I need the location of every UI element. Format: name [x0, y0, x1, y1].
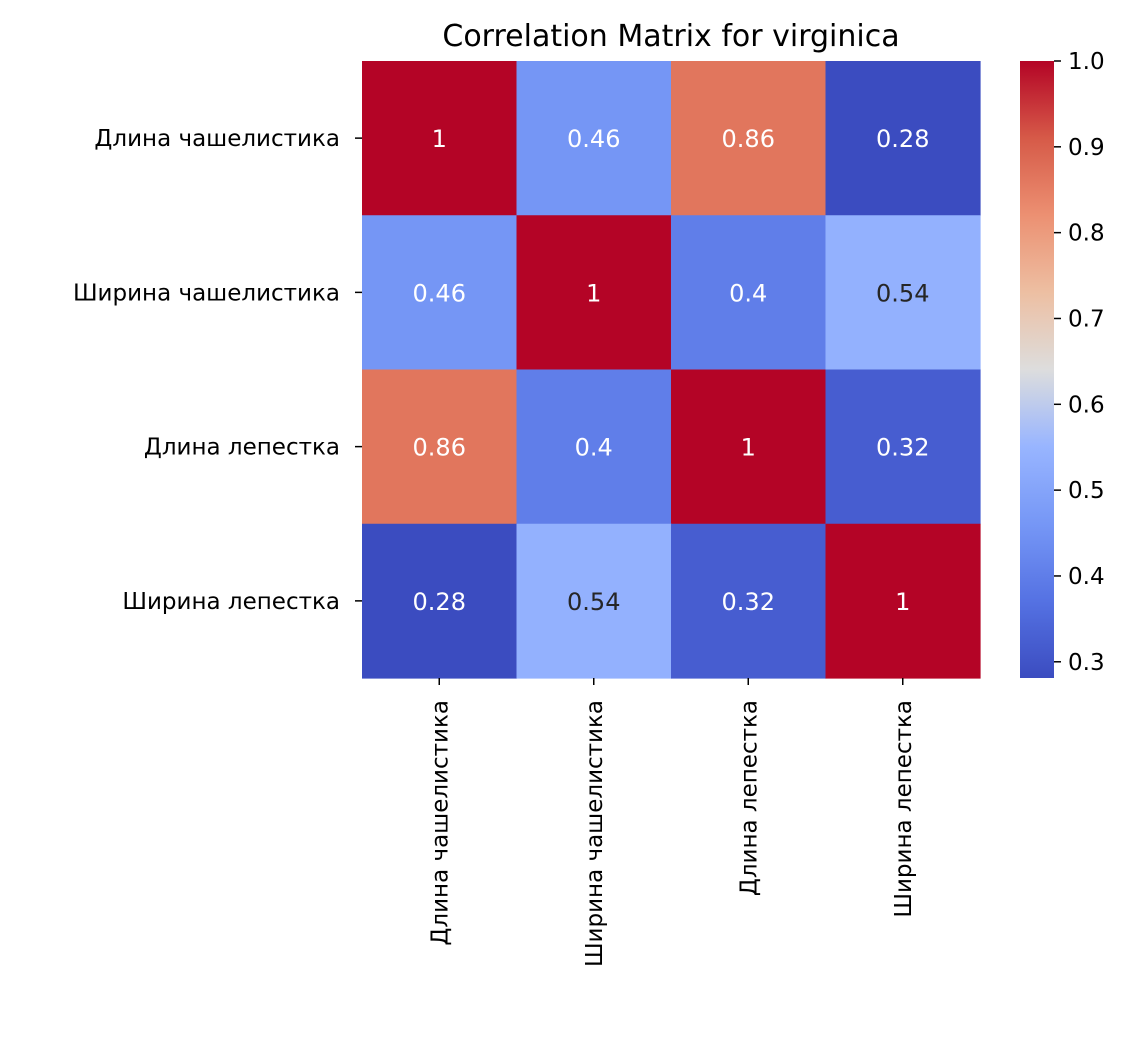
x-tick-label: Ширина лепестка — [891, 700, 917, 918]
cell-annotation: 0.4 — [729, 279, 767, 307]
colorbar-gradient — [1020, 61, 1054, 678]
heatmap-cell-r2-c2 — [671, 369, 827, 525]
colorbar-tick-label: 0.4 — [1068, 564, 1105, 590]
cell-annotation: 1 — [432, 125, 447, 153]
y-tick-label: Ширина чашелистика — [73, 280, 340, 306]
cell-annotation: 1 — [741, 434, 756, 462]
cell-annotation: 1 — [895, 588, 910, 616]
heatmap-cell-r2-c1 — [516, 369, 672, 525]
heatmap-cell-r2-c0 — [362, 369, 518, 525]
heatmap-cell-r3-c3 — [825, 523, 981, 679]
cell-annotation: 0.46 — [567, 125, 620, 153]
cell-annotation: 0.28 — [413, 588, 466, 616]
cell-annotations: 1 0.46 0.86 0.28 0.46 1 0.4 0.54 0.86 0.4 1 0.32 0.2… — [413, 125, 930, 616]
x-tick-label: Длина чашелистика — [427, 700, 453, 946]
heatmap-cell-r1-c3 — [825, 215, 981, 371]
heatmap-cell-r3-c0 — [362, 523, 518, 679]
x-axis: Длина чашелистика Ширина чашелистика Длина… — [427, 678, 917, 967]
y-tick-label: Ширина лепестка — [122, 589, 340, 615]
x-tick-label: Длина лепестка — [736, 700, 762, 896]
heatmap-cell-r0-c3 — [825, 61, 981, 216]
cell-annotation: 1 — [586, 279, 601, 307]
cell-annotation: 0.54 — [876, 279, 929, 307]
cell-annotation: 0.32 — [722, 588, 775, 616]
y-axis: Длина чашелистика Ширина чашелистика Длина… — [73, 126, 362, 615]
cell-annotation: 0.54 — [567, 588, 620, 616]
heatmap-cell-r1-c2 — [671, 215, 827, 371]
colorbar-tick-label: 0.7 — [1068, 306, 1105, 332]
colorbar-tick-label: 0.8 — [1068, 221, 1105, 247]
cell-annotation: 0.28 — [876, 125, 929, 153]
colorbar-tick-label: 0.3 — [1068, 650, 1105, 676]
cell-annotation: 0.4 — [575, 434, 613, 462]
cell-annotation: 0.86 — [413, 434, 466, 462]
colorbar-tick-label: 0.6 — [1068, 392, 1105, 418]
heatmap-cell-r0-c1 — [516, 61, 672, 216]
x-tick-label: Ширина чашелистика — [582, 700, 608, 967]
heatmap-cell-r3-c1 — [516, 523, 672, 679]
chart-title: Correlation Matrix for virginica — [442, 19, 899, 54]
heatmap-cell-r2-c3 — [825, 369, 981, 525]
heatmap-cell-r1-c0 — [362, 215, 518, 371]
cell-annotation: 0.86 — [722, 125, 775, 153]
cell-annotation: 0.46 — [413, 279, 466, 307]
colorbar-tick-label: 0.5 — [1068, 478, 1105, 504]
y-tick-label: Длина лепестка — [144, 435, 340, 461]
colorbar-tick-label: 0.9 — [1068, 135, 1105, 161]
colorbar: 0.3 0.4 0.5 0.6 0.7 0.8 0.9 1.0 — [1020, 49, 1105, 678]
heatmap-cells — [362, 61, 981, 679]
y-tick-label: Длина чашелистика — [94, 126, 340, 152]
colorbar-tick-label: 1.0 — [1068, 49, 1105, 75]
heatmap-cell-r0-c2 — [671, 61, 827, 216]
cell-annotation: 0.32 — [876, 434, 929, 462]
heatmap-cell-r1-c1 — [516, 215, 672, 371]
heatmap-cell-r3-c2 — [671, 523, 827, 679]
heatmap-cell-r0-c0 — [362, 61, 518, 216]
